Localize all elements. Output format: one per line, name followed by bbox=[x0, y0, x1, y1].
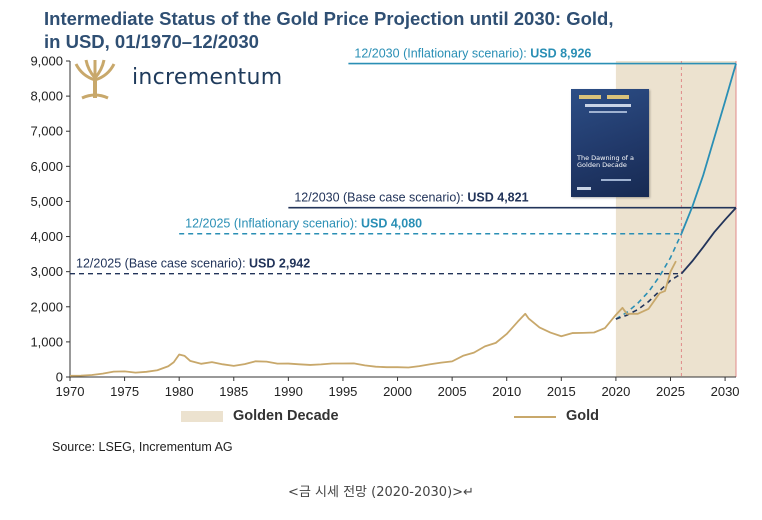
gold-price-line bbox=[69, 260, 677, 377]
y-tick-label: 5,000 bbox=[30, 194, 63, 209]
y-tick-label: 6,000 bbox=[30, 159, 63, 174]
x-tick-label: 2000 bbox=[383, 384, 412, 399]
x-tick-label: 1980 bbox=[165, 384, 194, 399]
x-tick-label: 2010 bbox=[492, 384, 521, 399]
reference-label: 12/2025 (Inflationary scenario): USD 4,0… bbox=[185, 217, 422, 231]
x-tick-label: 2015 bbox=[547, 384, 576, 399]
gold-price-chart: 0 1,000 2,000 3,000 4,000 5,000 6,000 7,000 8,00… bbox=[30, 47, 740, 399]
x-tick-label: 1995 bbox=[328, 384, 357, 399]
legend-swatch-gold bbox=[514, 416, 556, 418]
source-note: Source: LSEG, Incrementum AG bbox=[52, 440, 233, 454]
book-title: The Dawning of a Golden Decade bbox=[577, 154, 635, 169]
book-cover-icon: The Dawning of a Golden Decade bbox=[571, 89, 649, 197]
x-tick-label: 2025 bbox=[656, 384, 685, 399]
y-tick-label: 8,000 bbox=[30, 89, 63, 104]
y-tick-label: 4,000 bbox=[30, 229, 63, 244]
scenario-line-solid bbox=[680, 207, 737, 275]
x-tick-label: 1970 bbox=[56, 384, 85, 399]
y-tick-label: 7,000 bbox=[30, 124, 63, 139]
x-tick-label: 2030 bbox=[711, 384, 740, 399]
logo-wordmark: incrementum bbox=[132, 65, 283, 90]
x-tick-label: 1990 bbox=[274, 384, 303, 399]
tree-logo-icon bbox=[74, 59, 116, 100]
y-tick-label: 2,000 bbox=[30, 299, 63, 314]
chart-title: Intermediate Status of the Gold Price Pr… bbox=[44, 7, 744, 53]
y-tick-label: 9,000 bbox=[30, 54, 63, 69]
reference-label: 12/2025 (Base case scenario): USD 2,942 bbox=[76, 257, 310, 271]
figure-caption: <금 시세 전망 (2020-2030)>↵ bbox=[288, 485, 474, 500]
y-tick-label: 3,000 bbox=[30, 264, 63, 279]
x-tick-label: 2020 bbox=[601, 384, 630, 399]
x-tick-label: 2005 bbox=[438, 384, 467, 399]
title-line-1: Intermediate Status of the Gold Price Pr… bbox=[44, 8, 614, 29]
y-tick-label: 1,000 bbox=[30, 334, 63, 349]
legend-golden-decade: Golden Decade bbox=[233, 408, 339, 424]
reference-label: 12/2030 (Base case scenario): USD 4,821 bbox=[294, 191, 528, 205]
scenario-line-solid bbox=[680, 63, 737, 235]
scenario-line-dashed bbox=[615, 273, 682, 320]
legend-swatch-golden-decade bbox=[181, 411, 223, 422]
legend-gold: Gold bbox=[566, 408, 600, 424]
reference-label: 12/2030 (Inflationary scenario): USD 8,9… bbox=[354, 47, 591, 61]
x-tick-label: 1985 bbox=[219, 384, 248, 399]
title-line-2: in USD, 01/1970–12/2030 bbox=[44, 31, 259, 52]
y-tick-label: 0 bbox=[56, 370, 63, 385]
x-tick-label: 1975 bbox=[110, 384, 139, 399]
